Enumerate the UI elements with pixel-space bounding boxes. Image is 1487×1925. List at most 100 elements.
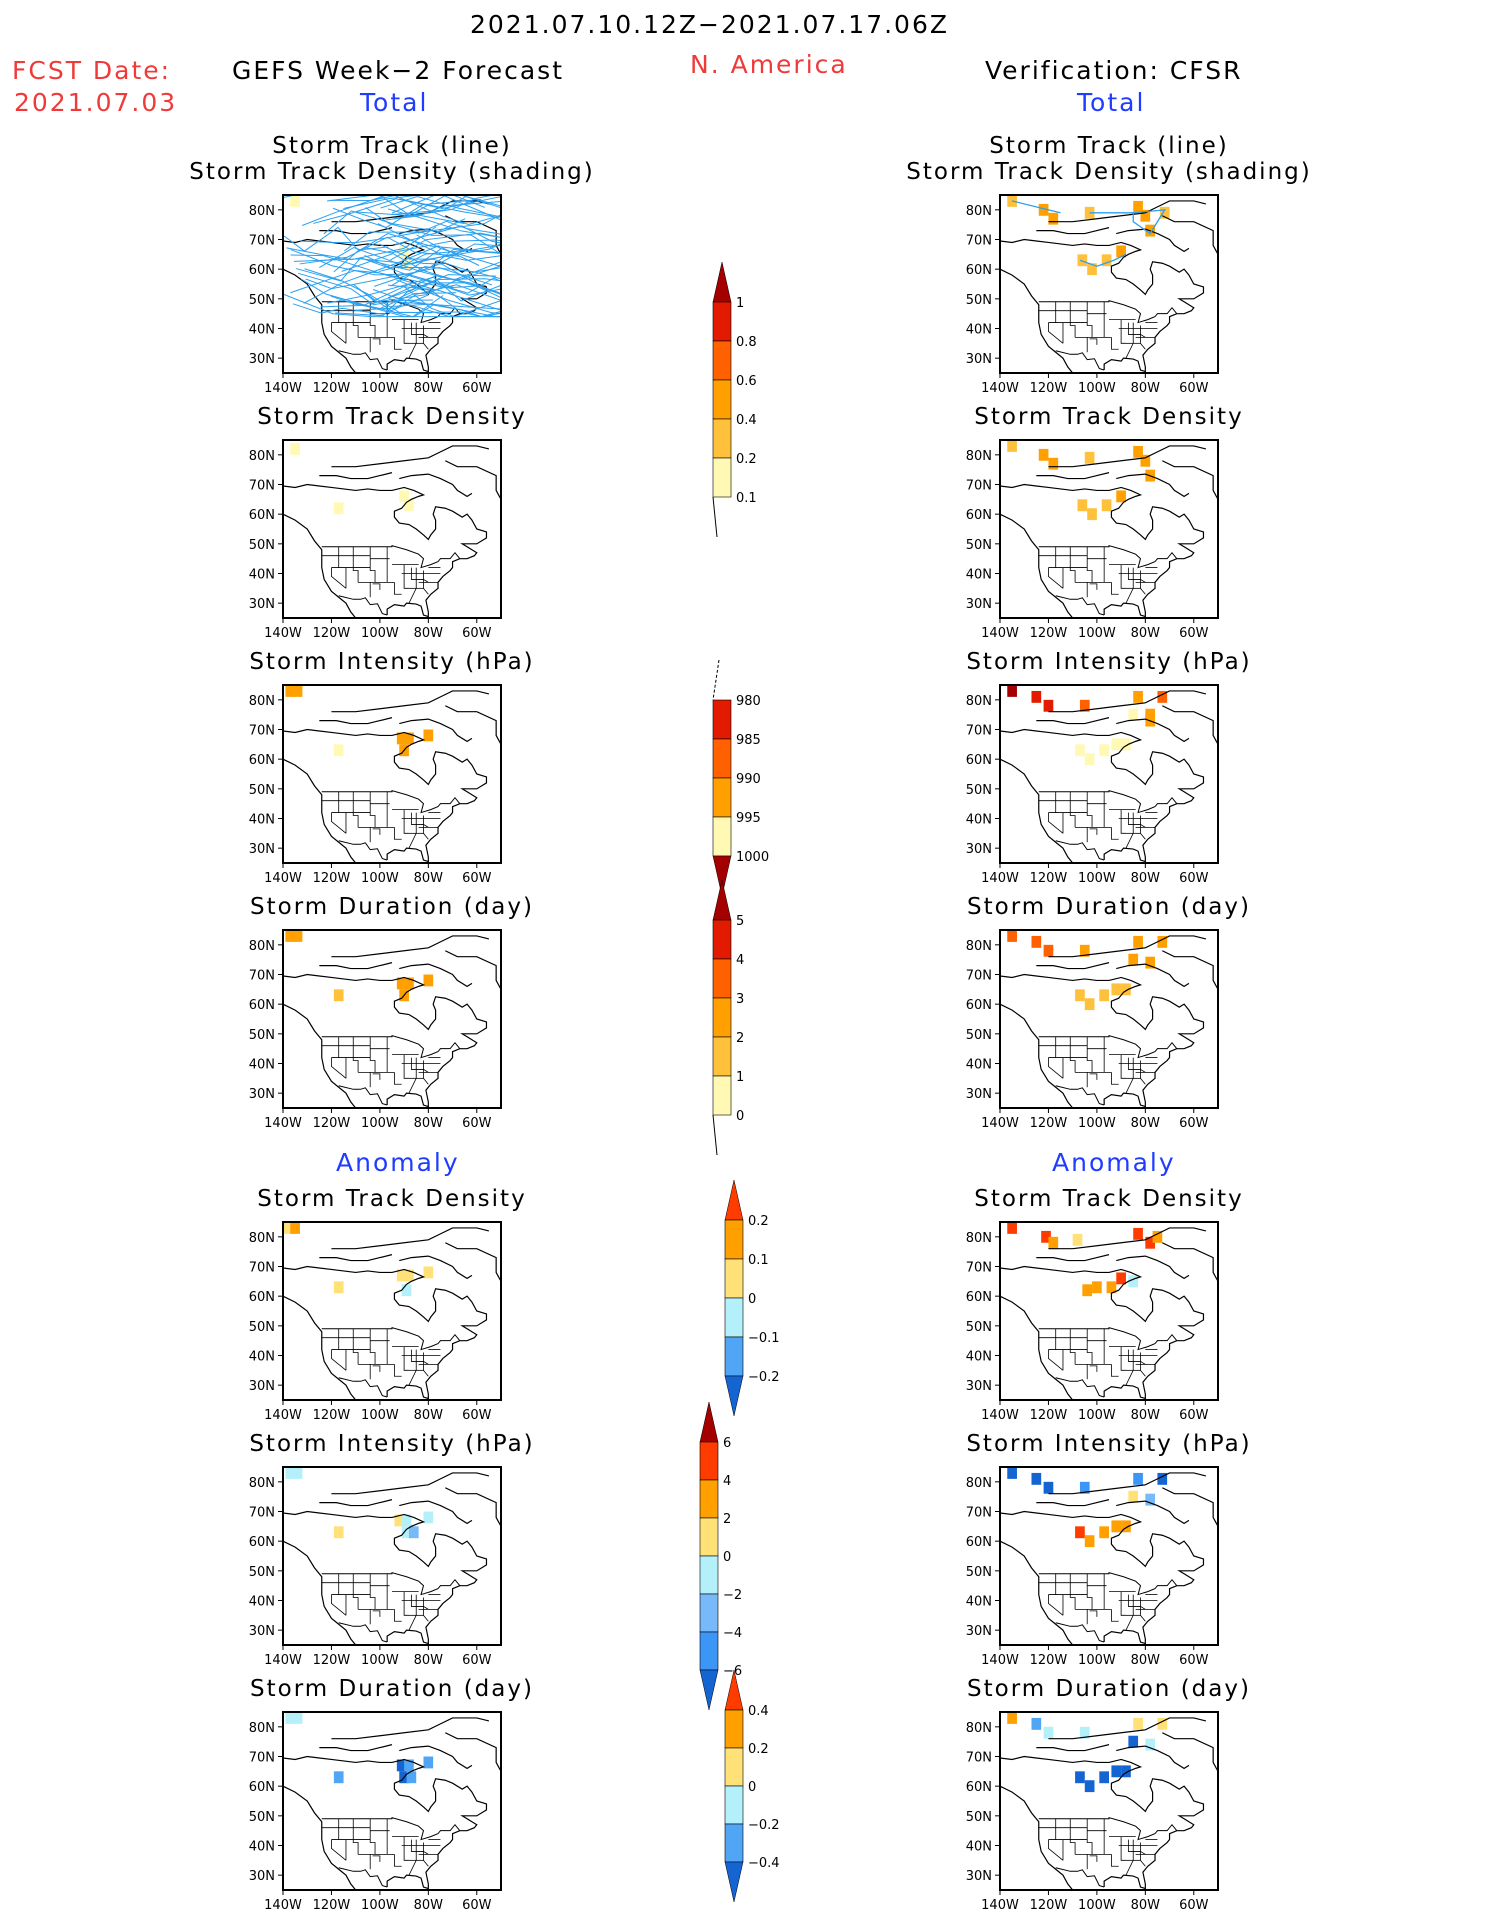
grid-cell <box>1111 738 1122 751</box>
y-tick-label: 30N <box>249 1087 275 1102</box>
map-boundary <box>1111 1364 1119 1377</box>
y-tick-label: 40N <box>249 1058 275 1073</box>
map-boundary <box>1120 1836 1126 1861</box>
x-tick-label: 140W <box>981 871 1019 886</box>
storm-track-line <box>396 301 501 310</box>
grid-cell <box>1145 1493 1156 1506</box>
storm-track-line <box>370 282 501 305</box>
colorbar-segment <box>712 418 732 459</box>
map-boundary <box>331 1057 347 1079</box>
map-boundary <box>1127 322 1146 338</box>
y-tick-label: 40N <box>966 1058 992 1073</box>
storm-track-line <box>387 195 501 216</box>
y-tick-label: 40N <box>249 813 275 828</box>
colorbar-label: 1 <box>736 296 744 311</box>
y-tick-label: 60N <box>966 1535 992 1550</box>
map-boundary <box>1127 1839 1146 1855</box>
colorbar-open-end <box>712 659 720 701</box>
x-tick-label: 140W <box>264 1898 302 1913</box>
map-boundary <box>403 1836 409 1861</box>
storm-track-line <box>398 198 501 218</box>
colorbar-segment <box>724 1709 744 1749</box>
x-tick-label: 100W <box>361 1898 399 1913</box>
map-boundary <box>1069 301 1076 338</box>
x-tick-label: 60W <box>1179 1408 1209 1423</box>
grid-cell <box>1084 206 1095 219</box>
map-boundary <box>369 1328 376 1365</box>
grid-cell <box>1099 1526 1109 1539</box>
colorbar-segment <box>699 1631 719 1671</box>
map-boundary <box>1036 227 1110 235</box>
y-tick-label: 40N <box>966 1840 992 1855</box>
y-tick-label: 50N <box>249 1320 275 1335</box>
storm-track-line <box>391 195 501 216</box>
x-tick-label: 60W <box>462 626 492 641</box>
map-frame <box>282 929 502 1109</box>
map-boundary <box>423 1352 429 1377</box>
y-tick-label: 70N <box>249 479 275 494</box>
storm-track-line <box>283 195 465 225</box>
grid-cell <box>1121 738 1131 751</box>
map-boundary <box>1111 1609 1119 1622</box>
x-tick-label: 80W <box>1131 1408 1161 1423</box>
colorbar-segment <box>712 1075 732 1116</box>
map-boundary <box>1036 962 1110 970</box>
storm-track-line <box>304 268 432 314</box>
x-tick-label: 120W <box>1030 1898 1068 1913</box>
map-frame <box>282 194 502 374</box>
storm-track-line <box>1011 200 1061 214</box>
x-tick-label: 140W <box>981 1408 1019 1423</box>
colorbar-label: 0.2 <box>736 452 757 467</box>
y-tick-label: 30N <box>249 352 275 367</box>
grid-cell <box>1121 1520 1131 1533</box>
x-tick-label: 100W <box>1078 1653 1116 1668</box>
colorbar-segment <box>724 1336 744 1377</box>
x-tick-label: 60W <box>462 1653 492 1668</box>
map-boundary <box>1120 1346 1126 1371</box>
grid-cell <box>1133 1472 1143 1485</box>
map-boundary <box>331 1349 347 1371</box>
storm-track-line <box>390 303 501 318</box>
x-tick-label: 60W <box>462 1898 492 1913</box>
map-boundary <box>1038 1571 1178 1596</box>
colorbar-segment <box>712 301 732 342</box>
x-tick-label: 60W <box>462 1116 492 1131</box>
map-boundary <box>1089 1365 1098 1372</box>
map-boundary <box>319 717 393 725</box>
map-frame <box>999 1466 1219 1646</box>
grid-cell <box>1128 1735 1139 1748</box>
map-boundary <box>1048 690 1207 713</box>
grid-cell <box>1007 930 1017 942</box>
grid-cell <box>1133 445 1143 458</box>
panel-title: Storm Track Density (shading) <box>189 159 595 185</box>
x-tick-label: 120W <box>313 1653 351 1668</box>
right-total-label: Total <box>1077 88 1146 117</box>
grid-cell <box>1116 245 1126 258</box>
grid-cell <box>1048 457 1059 470</box>
map-boundary <box>331 812 347 834</box>
storm-track-line <box>330 292 457 310</box>
map-boundary <box>423 325 429 350</box>
map-boundary <box>352 791 359 828</box>
map-boundary <box>283 1755 488 1890</box>
x-tick-label: 120W <box>1030 381 1068 396</box>
grid-cell <box>399 1771 409 1784</box>
x-tick-label: 120W <box>1030 1116 1068 1131</box>
storm-track-line <box>305 267 493 290</box>
storm-track-line <box>374 243 501 287</box>
storm-track-line <box>298 272 433 306</box>
map-boundary <box>1036 472 1110 480</box>
colorbar-segment <box>699 1441 719 1481</box>
map-boundary <box>1038 789 1178 814</box>
grid-cell <box>423 1511 434 1524</box>
grid-cell <box>1106 1281 1117 1294</box>
map-boundary <box>1048 200 1207 223</box>
x-tick-label: 140W <box>981 626 1019 641</box>
y-tick-label: 80N <box>966 1231 992 1246</box>
colorbar-segment <box>724 1297 744 1338</box>
